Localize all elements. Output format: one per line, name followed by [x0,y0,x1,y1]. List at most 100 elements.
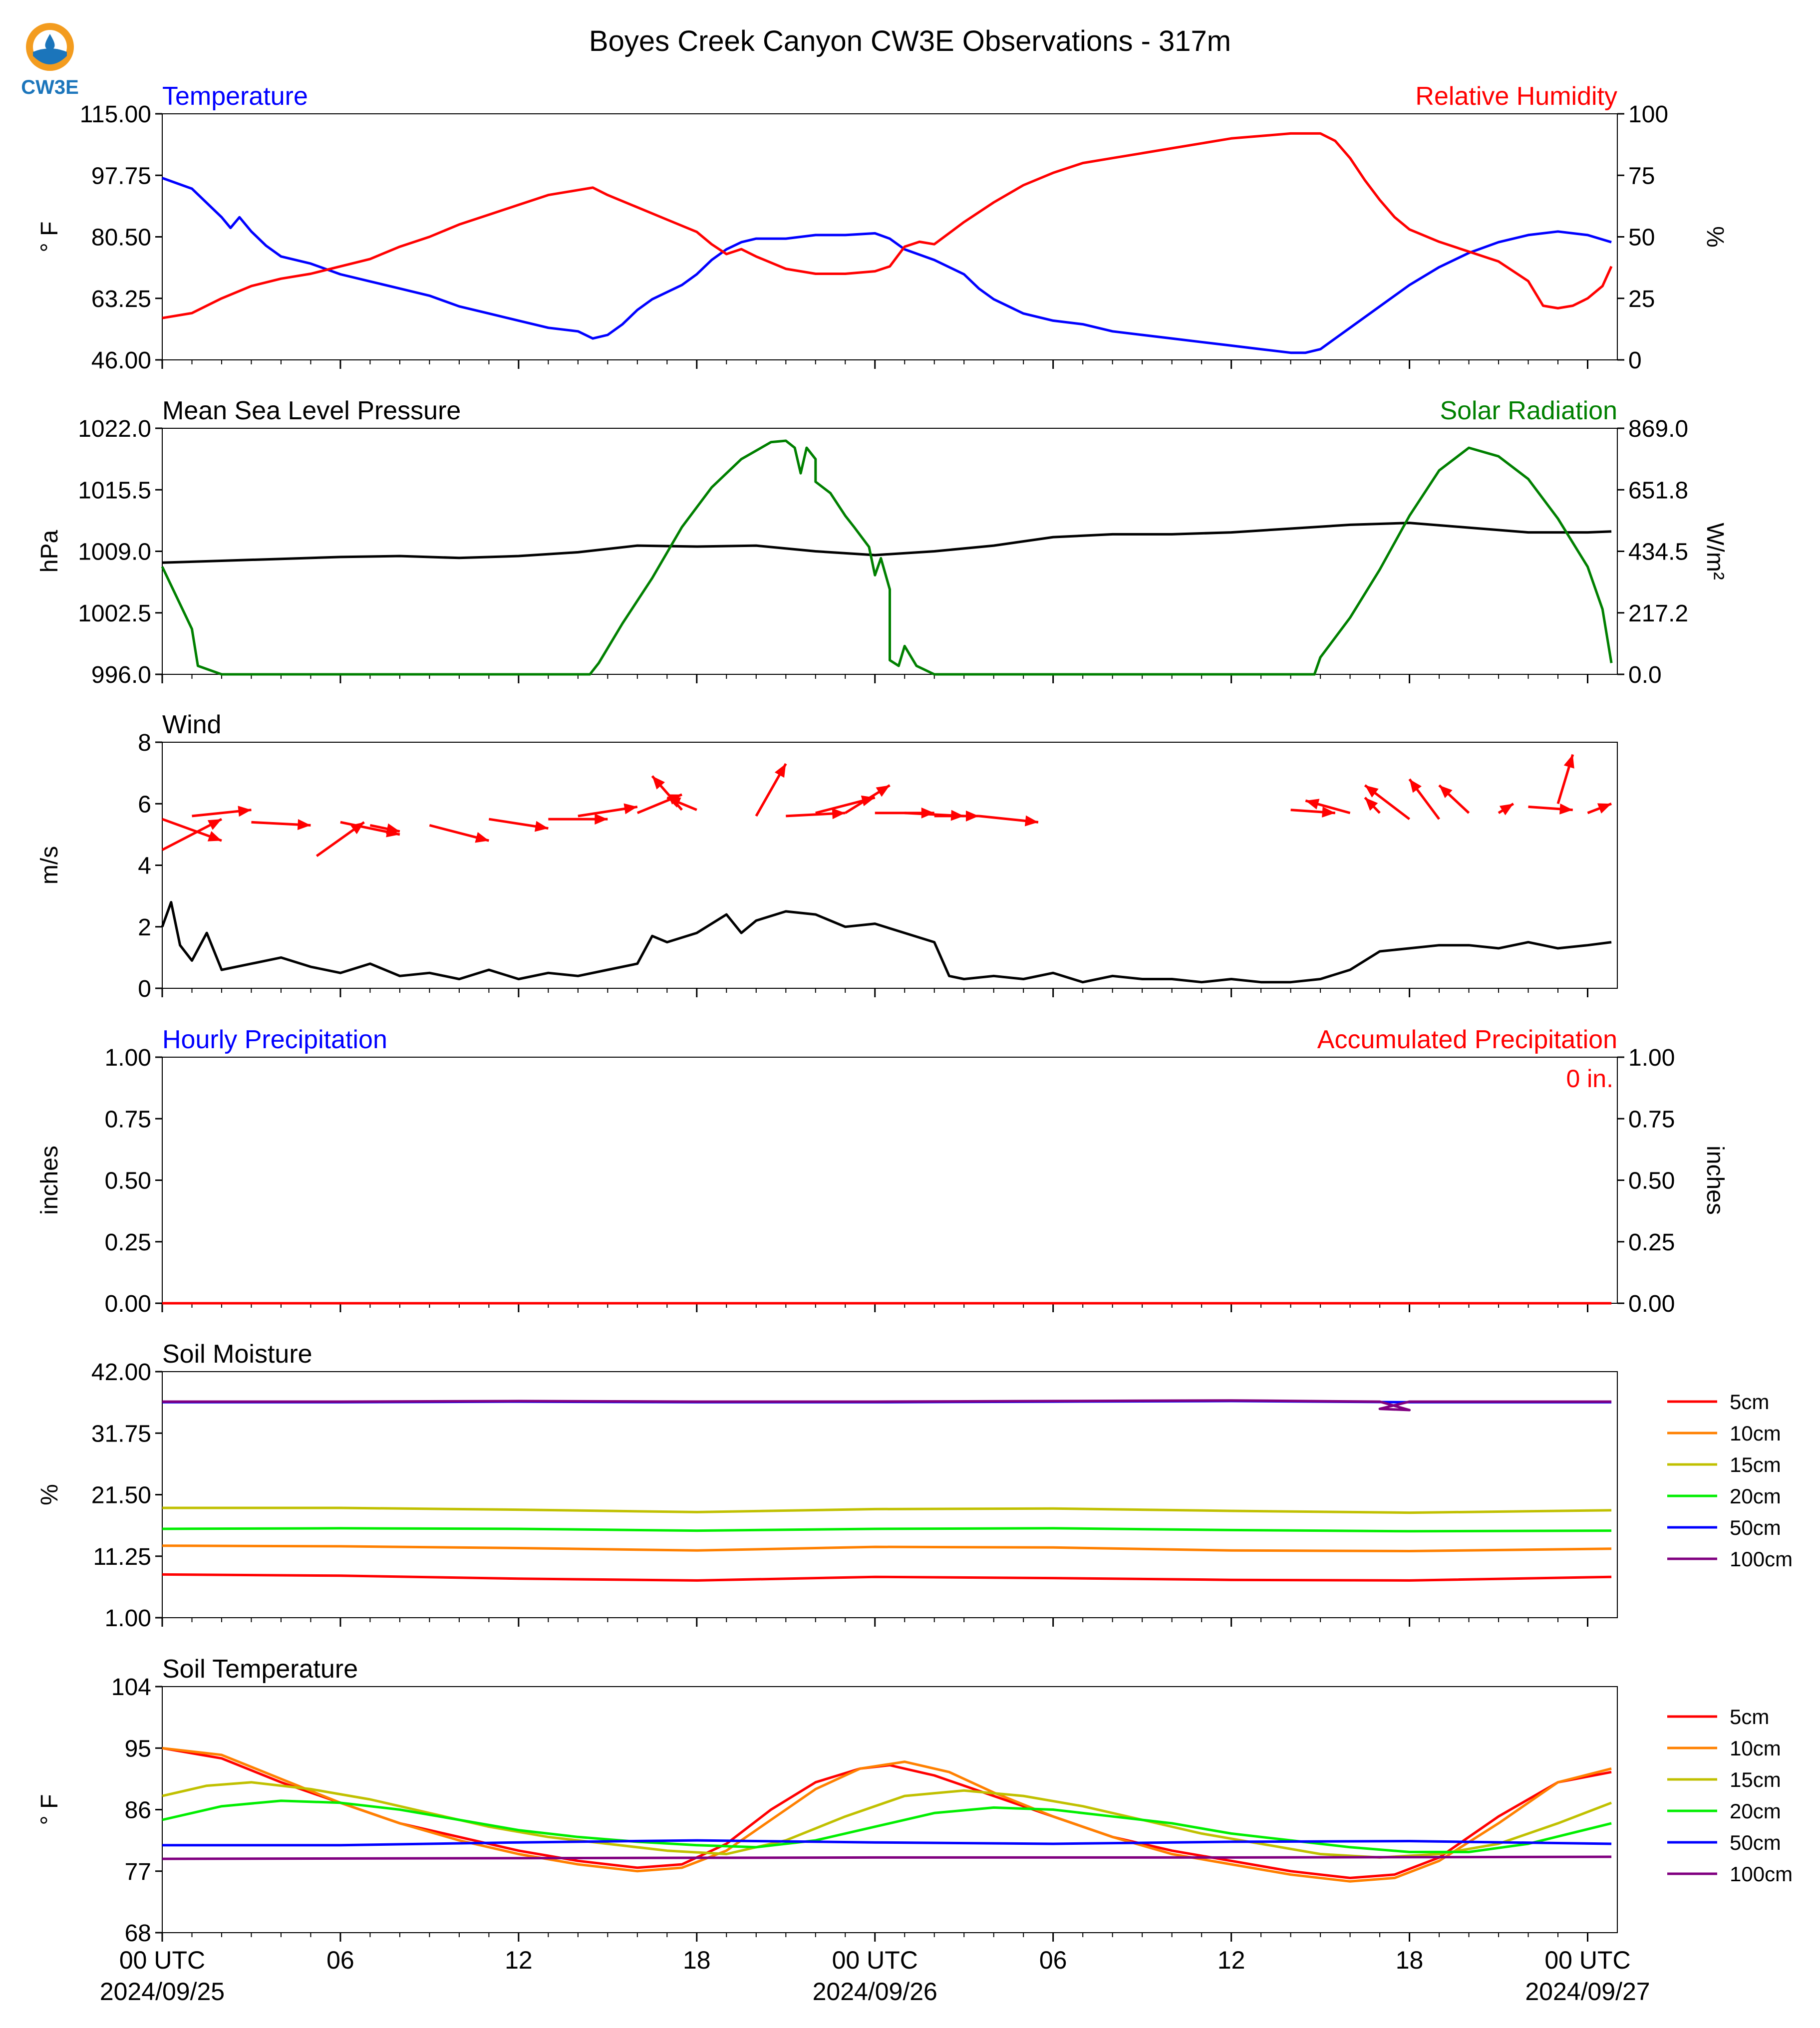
wind-arrowhead [1439,785,1453,799]
wind-arrowhead [1409,779,1422,793]
panel-wind: Wind 0 2 4 6 8 m/s [36,710,1618,1002]
y-tick-label: 63.25 [91,286,151,312]
wind-arrowhead [1322,806,1335,818]
y-tick-label: 996.0 [91,662,151,688]
series-line [162,177,1612,354]
y2-tick-label: 0.25 [1628,1229,1675,1256]
y-axis-label: hPa [36,530,63,573]
panel-left-title: Soil Temperature [162,1655,358,1684]
y-tick-label: 95 [125,1736,151,1762]
y-tick-label: 0 [138,976,151,1002]
x-date-label: 2024/09/27 [1525,1978,1650,2006]
wind-arrowhead [774,764,786,778]
series-line [162,522,1612,564]
panel-right-title: Solar Radiation [1440,396,1617,425]
logo-water [33,48,67,64]
y-tick-label: 77 [125,1859,151,1885]
y-tick-label: 31.75 [91,1421,151,1447]
panel-left-title: Soil Moisture [162,1340,312,1369]
y2-tick-label: 0 [1628,347,1642,374]
y-tick-label: 115.00 [80,101,151,128]
wind-arrowhead [1499,804,1514,816]
y-tick-label: 104 [111,1674,151,1701]
panel-pressure-solar: Mean Sea Level Pressure Solar Radiation 99… [36,396,1728,688]
series-line [162,1799,1612,1853]
y-axis-label: inches [36,1146,63,1215]
wind-arrowhead [832,808,846,820]
y-tick-label: 0.25 [105,1229,151,1256]
series-line [162,1544,1612,1552]
wind-arrowhead [297,819,311,831]
wind-arrowhead [876,785,890,797]
wind-arrowhead [667,797,681,808]
legend-label: 100cm [1730,1547,1793,1571]
legend: 5cm 10cm 15cm 20cm 50cm 100cm [1667,1390,1793,1571]
y-tick-label: 68 [125,1920,151,1947]
y-tick-label: 80.50 [91,225,151,251]
panel-left-title: Hourly Precipitation [162,1025,387,1054]
panel-left-title: Mean Sea Level Pressure [162,396,461,425]
series-line [162,1573,1612,1582]
series-line [162,1855,1612,1860]
y-tick-label: 1002.5 [78,600,151,627]
legend-label: 15cm [1730,1453,1781,1476]
legend-label: 10cm [1730,1422,1781,1445]
y2-tick-label: 0.50 [1628,1168,1675,1194]
wind-arrowhead [1365,785,1379,798]
y2-tick-label: 100 [1628,101,1668,128]
legend: 5cm 10cm 15cm 20cm 50cm 100cm [1667,1705,1793,1886]
wind-arrowhead [207,831,222,842]
y-tick-label: 2 [138,914,151,941]
x-date-label: 2024/09/26 [813,1978,937,2006]
series-line [162,1746,1612,1883]
figure-title: Boyes Creek Canyon CW3E Observations - 3… [589,25,1231,57]
panel-soil-moisture: Soil Moisture 1.00 11.25 21.50 31.75 42.00% 5c… [36,1340,1793,1632]
y-tick-label: 42.00 [91,1359,151,1386]
panel-left-title: Wind [162,710,221,739]
legend-label: 50cm [1730,1831,1781,1854]
legend-label: 10cm [1730,1737,1781,1760]
y-tick-label: 0.50 [105,1168,151,1194]
wind-arrowhead [238,806,252,817]
y-tick-label: 11.25 [93,1544,151,1570]
y2-axis-label: W/m² [1702,523,1728,580]
logo-drop-icon [45,34,55,50]
x-tick-label: 18 [683,1946,711,1974]
legend-label: 5cm [1730,1705,1769,1729]
y2-tick-label: 1.00 [1628,1045,1675,1071]
series-line [162,1527,1612,1533]
y-tick-label: 0.75 [105,1106,151,1133]
y-tick-label: 1015.5 [78,477,151,504]
panel-soil-temperature: Soil Temperature 68 77 86 95 104 ° F 5cm 10cm 15c… [36,1655,1793,1947]
panel-precipitation: Hourly Precipitation Accumulated Precipit… [36,1025,1728,1317]
wind-arrowhead [595,814,608,825]
y-tick-label: 0.00 [105,1291,151,1317]
y2-tick-label: 0.0 [1628,662,1662,688]
y2-tick-label: 25 [1628,286,1655,312]
x-tick-label: 06 [1039,1946,1067,1974]
y2-tick-label: 651.8 [1628,477,1688,504]
legend-label: 20cm [1730,1799,1781,1823]
series-line [162,1506,1612,1514]
wind-arrowhead [1559,803,1573,815]
y-axis-label: ° F [36,1794,63,1825]
y-tick-label: 46.00 [91,347,151,374]
wind-arrowhead [207,819,222,830]
series-line [161,439,1613,676]
x-tick-label: 06 [326,1946,354,1974]
panel-temperature-humidity: Temperature Relative Humidity 46.00 63.25 80… [36,82,1728,374]
x-tick-label: 12 [1217,1946,1245,1974]
y2-axis-label: inches [1702,1146,1728,1215]
x-date-label: 2024/09/25 [100,1978,225,2006]
x-tick-label: 00 UTC [1544,1946,1630,1974]
wind-arrowhead [1365,797,1378,811]
y2-tick-label: 434.5 [1628,539,1688,566]
x-tick-label: 12 [505,1946,533,1974]
series-line [162,1399,1612,1412]
accumulated-total-label: 0 in. [1566,1065,1613,1093]
x-tick-label: 00 UTC [832,1946,918,1974]
wind-arrowhead [965,810,979,822]
legend-label: 100cm [1730,1862,1793,1886]
